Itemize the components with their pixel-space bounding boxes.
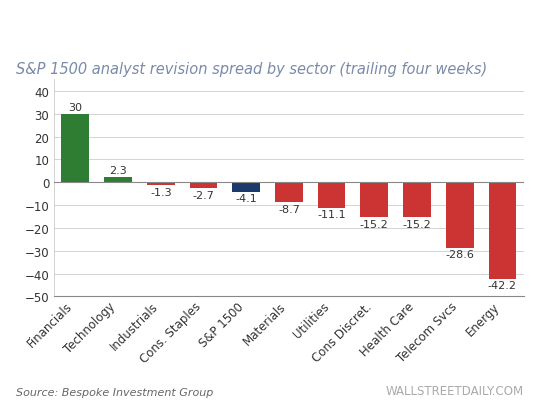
Text: Source: Bespoke Investment Group: Source: Bespoke Investment Group [16, 387, 214, 397]
Bar [104, 178, 132, 183]
Text: S&P 1500 analyst revision spread by sector (trailing four weeks): S&P 1500 analyst revision spread by sect… [16, 62, 488, 77]
Bar [446, 183, 474, 248]
Bar [489, 183, 516, 279]
Text: -4.1: -4.1 [235, 194, 257, 204]
Text: -15.2: -15.2 [360, 219, 389, 229]
Text: Almost Nothing But Negativity: Almost Nothing But Negativity [8, 17, 416, 41]
Text: -1.3: -1.3 [150, 188, 172, 198]
Text: -15.2: -15.2 [403, 219, 431, 229]
Bar [318, 183, 346, 208]
Bar [360, 183, 388, 217]
Text: 2.3: 2.3 [109, 166, 127, 176]
Bar [232, 183, 260, 192]
Text: -28.6: -28.6 [446, 250, 474, 260]
Bar [190, 183, 218, 189]
Bar [147, 183, 174, 186]
Text: -8.7: -8.7 [278, 205, 300, 215]
Bar [403, 183, 431, 217]
Bar [62, 114, 89, 183]
Text: 30: 30 [69, 103, 83, 113]
Text: -11.1: -11.1 [318, 210, 346, 220]
Text: -2.7: -2.7 [193, 191, 214, 201]
Text: -42.2: -42.2 [488, 281, 517, 291]
Bar [275, 183, 303, 203]
Text: WALLSTREETDAILY.COM: WALLSTREETDAILY.COM [386, 384, 524, 397]
